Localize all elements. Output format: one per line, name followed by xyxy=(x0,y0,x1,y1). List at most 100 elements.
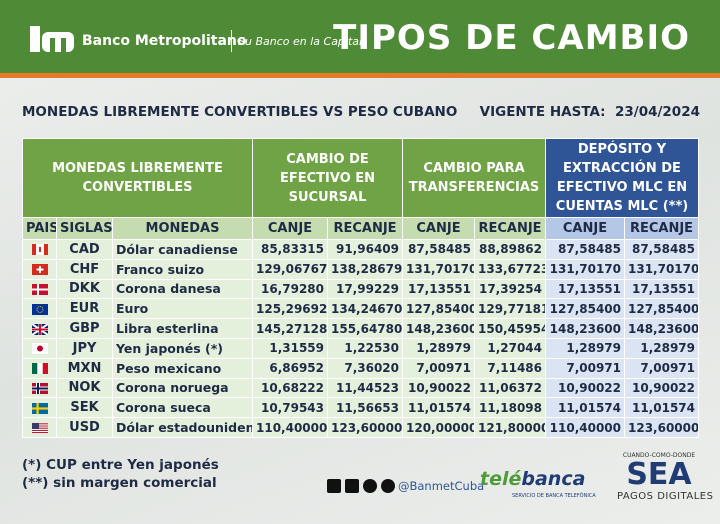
valid-label: VIGENTE HASTA: xyxy=(479,104,606,120)
rate-value: 148,23600 xyxy=(545,318,625,339)
currency-code: MXN xyxy=(56,357,113,379)
valid-date: 23/04/2024 xyxy=(614,104,700,120)
rate-value: 11,01574 xyxy=(545,397,625,419)
rate-value: 11,01574 xyxy=(624,397,699,419)
sea-mark: SEA xyxy=(626,457,692,492)
flag xyxy=(31,402,48,414)
column-header: CANJE xyxy=(402,217,475,240)
rate-value: 129,77181 xyxy=(474,298,546,320)
rate-value: 131,70170 xyxy=(624,258,699,280)
rate-value: 91,96409 xyxy=(327,239,403,260)
column-header: RECANJE xyxy=(474,217,546,240)
page-title: TIPOS DE CAMBIO xyxy=(333,18,690,58)
currency-row: CAD Dólar canadiense 85,83315 91,96409 87,58… xyxy=(22,239,699,260)
telebanca-tagline: SERVICIO DE BANCA TELEFÓNICA xyxy=(512,493,596,499)
social-handle: @BanmetCuba xyxy=(398,479,485,493)
flag-cell xyxy=(22,298,57,320)
slogan: Su Banco en la Capital xyxy=(238,35,363,48)
rate-value: 1,28979 xyxy=(624,337,699,359)
group-header: DEPÓSITO Y EXTRACCIÓN DE EFECTIVO MLC EN… xyxy=(545,138,699,218)
group-header: CAMBIO PARA TRANSFERENCIAS xyxy=(402,138,546,218)
currency-code: EUR xyxy=(56,298,113,320)
valid-until: VIGENTE HASTA: 23/04/2024 xyxy=(480,104,700,120)
currency-code: DKK xyxy=(56,278,113,300)
currency-name: Peso mexicano xyxy=(112,357,253,379)
currency-name: Franco suizo xyxy=(112,258,253,280)
currency-name: Euro xyxy=(112,298,253,320)
rate-value: 134,24670 xyxy=(327,298,403,320)
flag xyxy=(31,343,48,355)
rate-value: 87,58485 xyxy=(402,239,475,260)
rate-value: 123,60000 xyxy=(327,417,403,438)
currency-code: GBP xyxy=(56,318,113,339)
rate-value: 125,29692 xyxy=(252,298,328,320)
currency-name: Corona noruega xyxy=(112,377,253,399)
rate-value: 110,40000 xyxy=(545,417,625,438)
column-header: RECANJE xyxy=(327,217,403,240)
currency-code: CHF xyxy=(56,258,113,280)
rate-value: 127,85400 xyxy=(545,298,625,320)
currency-name: Corona sueca xyxy=(112,397,253,419)
rate-value: 7,00971 xyxy=(545,357,625,379)
currency-row: CHF Franco suizo 129,06767 138,28679 131,701… xyxy=(22,258,699,280)
flag xyxy=(31,363,48,375)
rate-value: 11,56653 xyxy=(327,397,403,419)
rate-value: 7,00971 xyxy=(624,357,699,379)
flag xyxy=(31,283,48,295)
rate-value: 127,85400 xyxy=(624,298,699,320)
group-header-row: MONEDAS LIBREMENTE CONVERTIBLES CAMBIO DE… xyxy=(22,138,699,218)
rate-value: 10,90022 xyxy=(545,377,625,399)
currency-name: Corona danesa xyxy=(112,278,253,300)
currency-row: GBP Libra esterlina 145,27128 155,64780 148,… xyxy=(22,318,699,339)
flag xyxy=(31,422,48,434)
rate-value: 121,80000 xyxy=(474,417,546,438)
rate-value: 87,58485 xyxy=(624,239,699,260)
currency-code: SEK xyxy=(56,397,113,419)
sea-top: CUANDO-COMO-DONDE xyxy=(622,452,696,459)
currency-code: USD xyxy=(56,417,113,438)
column-header: CANJE xyxy=(252,217,328,240)
sea-bottom: PAGOS DIGITALES xyxy=(617,491,714,502)
rate-value: 123,60000 xyxy=(624,417,699,438)
telebanca-part: banca xyxy=(521,468,586,490)
currency-row: NOK Corona noruega 10,68222 11,44523 10,9002… xyxy=(22,377,699,399)
bank-logo xyxy=(30,26,74,52)
rate-value: 129,06767 xyxy=(252,258,328,280)
rate-value: 10,90022 xyxy=(402,377,475,399)
rate-value: 17,99229 xyxy=(327,278,403,300)
rate-value: 1,31559 xyxy=(252,337,328,359)
flag-cell xyxy=(22,417,57,438)
rate-value: 17,13551 xyxy=(402,278,475,300)
rate-value: 1,22530 xyxy=(327,337,403,359)
rate-value: 17,13551 xyxy=(545,278,625,300)
rate-value: 17,39254 xyxy=(474,278,546,300)
flag-cell xyxy=(22,357,57,379)
rate-value: 11,18098 xyxy=(474,397,546,419)
rate-value: 7,36020 xyxy=(327,357,403,379)
column-header-row: PAIS SIGLAS MONEDAS CANJE RECANJE CANJE RECANJ… xyxy=(22,217,699,240)
currency-name: Dólar estadounidense xyxy=(112,417,253,438)
rate-value: 1,28979 xyxy=(545,337,625,359)
rate-value: 150,45954 xyxy=(474,318,546,339)
rate-value: 17,13551 xyxy=(624,278,699,300)
column-header: MONEDAS xyxy=(112,217,253,240)
rate-value: 131,70170 xyxy=(402,258,475,280)
separator xyxy=(231,30,232,52)
rate-value: 155,64780 xyxy=(327,318,403,339)
rate-value: 11,44523 xyxy=(327,377,403,399)
header-band xyxy=(0,0,720,73)
currency-code: JPY xyxy=(56,337,113,359)
group-header: MONEDAS LIBREMENTE CONVERTIBLES xyxy=(22,138,253,218)
rate-value: 11,01574 xyxy=(402,397,475,419)
rate-value: 131,70170 xyxy=(545,258,625,280)
footnote: (**) sin margen comercial xyxy=(22,475,217,491)
rate-value: 138,28679 xyxy=(327,258,403,280)
rate-value: 7,11486 xyxy=(474,357,546,379)
group-header: CAMBIO DE EFECTIVO EN SUCURSAL xyxy=(252,138,403,218)
rate-value: 11,06372 xyxy=(474,377,546,399)
column-header: CANJE xyxy=(545,217,625,240)
rate-value: 120,00000 xyxy=(402,417,475,438)
flag-cell xyxy=(22,377,57,399)
currency-code: CAD xyxy=(56,239,113,260)
